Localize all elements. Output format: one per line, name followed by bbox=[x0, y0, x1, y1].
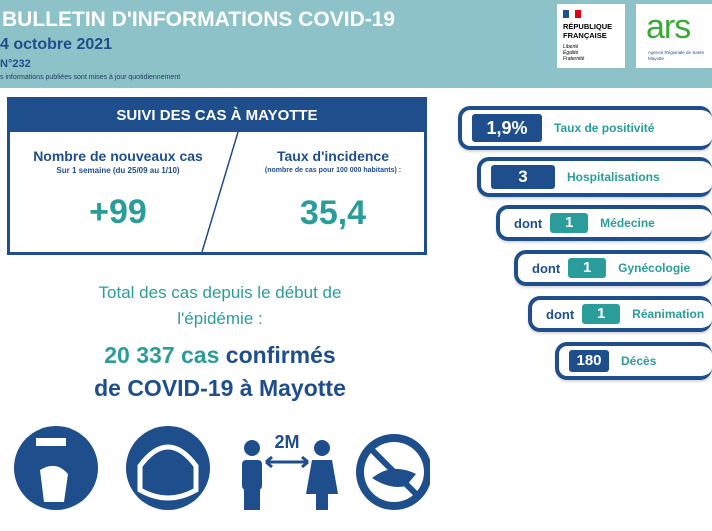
title: BULLETIN D'INFORMATIONS COVID-19 bbox=[2, 8, 396, 31]
ars-line: Mayotte bbox=[648, 56, 665, 61]
body bbox=[306, 460, 338, 494]
indicator: dont 1 Médecine bbox=[496, 205, 712, 241]
motto: Égalité bbox=[563, 50, 579, 56]
total-block: Total des cas depuis le début de l'épidé… bbox=[20, 280, 420, 402]
indicator-value: 1 bbox=[582, 304, 621, 324]
total-line: Total des cas depuis le début de bbox=[98, 283, 342, 302]
indicator-value: 1,9% bbox=[472, 114, 542, 142]
motto: Liberté bbox=[563, 44, 579, 50]
rf-logo: RÉPUBLIQUE FRANÇAISE Liberté Égalité Frater… bbox=[557, 4, 625, 68]
left-value: +99 bbox=[89, 193, 147, 231]
indicator-value: 3 bbox=[491, 165, 555, 189]
rf-line: RÉPUBLIQUE bbox=[563, 22, 613, 31]
slash bbox=[369, 447, 419, 497]
confirmed: confirmés bbox=[225, 342, 336, 368]
indicator: 1,9% Taux de positivité bbox=[458, 106, 712, 150]
right-title: Taux d'incidence bbox=[277, 148, 389, 164]
flag bbox=[563, 10, 581, 18]
indicator-label: Hospitalisations bbox=[567, 170, 660, 184]
count: 20 337 cas bbox=[104, 342, 220, 368]
indicator: 3 Hospitalisations bbox=[477, 157, 712, 197]
icons: 2M bbox=[14, 426, 430, 510]
suivi-box: SUIVI DES CAS À MAYOTTE Nombre de nouvea… bbox=[7, 97, 427, 255]
indicator-value: 1 bbox=[568, 258, 607, 278]
rf-motto: Liberté Égalité Fraternité bbox=[563, 44, 584, 62]
diagonal bbox=[201, 132, 239, 252]
number: N°232 bbox=[0, 58, 31, 70]
indicator-label: Taux de positivité bbox=[554, 121, 655, 135]
ars-logo: ars Agence Régionale de Santé Mayotte bbox=[636, 4, 712, 68]
left-title: Nombre de nouveaux cas bbox=[33, 148, 203, 164]
indicator-label: Réanimation bbox=[632, 307, 705, 321]
rf-line: FRANÇAISE bbox=[563, 31, 607, 40]
right-subtitle: (nombre de cas pour 100 000 habitants) : bbox=[264, 167, 402, 174]
divider bbox=[201, 132, 239, 252]
indicator-label: Médecine bbox=[600, 216, 655, 230]
total-line4: de COVID-19 à Mayotte bbox=[94, 375, 346, 401]
date: 4 octobre 2021 bbox=[0, 36, 113, 53]
header: BULLETIN D'INFORMATIONS COVID-19 4 octob… bbox=[0, 0, 712, 88]
total-line: l'épidémie : bbox=[177, 309, 263, 328]
indicator-value: 1 bbox=[550, 213, 589, 233]
distance-label: 2M bbox=[274, 432, 299, 452]
ars: ars bbox=[646, 8, 691, 46]
left-block: Nombre de nouveaux cas Sur 1 semaine (du… bbox=[18, 148, 218, 232]
mask bbox=[137, 444, 199, 501]
arrow bbox=[265, 455, 309, 469]
ars-name: Agence Régionale de Santé Mayotte bbox=[648, 50, 704, 62]
distance-icon bbox=[242, 440, 338, 510]
total-count-line: 20 337 cas confirmés bbox=[20, 342, 420, 369]
mask-icon bbox=[126, 426, 210, 510]
indicator-value: 180 bbox=[569, 350, 609, 372]
indicator: dont 1 Gynécologie bbox=[514, 250, 712, 286]
note: s informations publiées sont mises à jou… bbox=[0, 74, 181, 81]
left-subtitle: Sur 1 semaine (du 25/09 au 1/10) bbox=[56, 166, 180, 175]
indicator-prefix: dont bbox=[532, 260, 561, 276]
indicator-label: Gynécologie bbox=[618, 261, 691, 275]
indicator: 180 Décès bbox=[555, 342, 712, 380]
right-block: Taux d'incidence (nombre de cas pour 100… bbox=[238, 148, 428, 233]
ars-line: Agence Régionale de Santé bbox=[648, 50, 705, 55]
indicator: dont 1 Réanimation bbox=[528, 296, 712, 332]
rf-name: RÉPUBLIQUE FRANÇAISE bbox=[563, 22, 612, 40]
indicator-prefix: dont bbox=[546, 306, 575, 322]
indicator-prefix: dont bbox=[514, 215, 543, 231]
head bbox=[314, 440, 330, 456]
right-value: 35,4 bbox=[299, 194, 367, 232]
legs bbox=[316, 492, 328, 510]
indicator-label: Décès bbox=[621, 354, 657, 368]
hands bbox=[40, 465, 68, 502]
body bbox=[242, 460, 262, 490]
head bbox=[244, 440, 260, 456]
legs bbox=[244, 488, 260, 510]
suivi-title: SUIVI DES CAS À MAYOTTE bbox=[10, 100, 424, 132]
tap bbox=[36, 438, 66, 446]
motto: Fraternité bbox=[563, 56, 585, 62]
